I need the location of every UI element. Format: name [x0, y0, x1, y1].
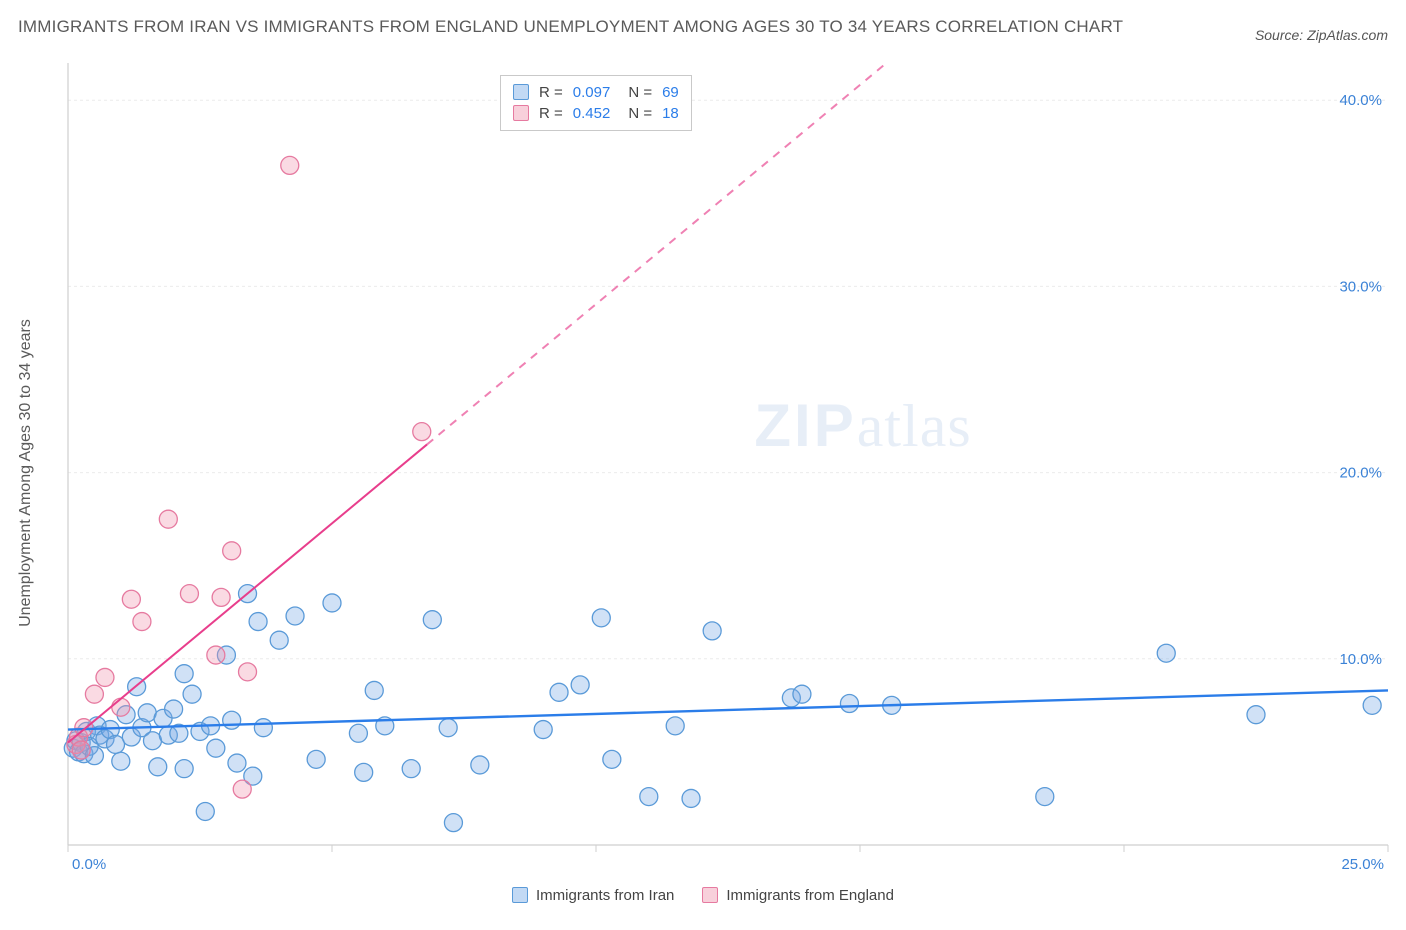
stat-r-value: 0.097	[573, 84, 611, 101]
stats-legend-box: R = 0.097 N = 69 R = 0.452 N = 18	[500, 75, 692, 131]
svg-text:10.0%: 10.0%	[1339, 650, 1382, 667]
stat-n-value: 18	[662, 105, 679, 122]
legend-swatch	[513, 105, 529, 121]
chart-area: Unemployment Among Ages 30 to 34 years 1…	[8, 53, 1398, 893]
source-attribution: Source: ZipAtlas.com	[1255, 27, 1388, 43]
stats-row: R = 0.097 N = 69	[513, 82, 679, 103]
chart-title: IMMIGRANTS FROM IRAN VS IMMIGRANTS FROM …	[18, 12, 1123, 43]
svg-text:30.0%: 30.0%	[1339, 278, 1382, 295]
svg-text:20.0%: 20.0%	[1339, 464, 1382, 481]
stat-r-label: R =	[539, 84, 563, 101]
svg-text:40.0%: 40.0%	[1339, 92, 1382, 109]
stat-r-value: 0.452	[573, 105, 611, 122]
chart-header: IMMIGRANTS FROM IRAN VS IMMIGRANTS FROM …	[8, 8, 1398, 53]
svg-text:0.0%: 0.0%	[72, 856, 106, 873]
stat-r-label: R =	[539, 105, 563, 122]
legend-swatch	[513, 84, 529, 100]
stat-n-label: N =	[628, 84, 652, 101]
stat-n-value: 69	[662, 84, 679, 101]
scatter-plot-svg: 10.0% 20.0% 30.0% 40.0% 0.0% 25.0%	[8, 53, 1398, 873]
y-axis-label: Unemployment Among Ages 30 to 34 years	[17, 319, 35, 627]
stats-row: R = 0.452 N = 18	[513, 103, 679, 124]
stat-n-label: N =	[628, 105, 652, 122]
svg-text:25.0%: 25.0%	[1341, 856, 1384, 873]
